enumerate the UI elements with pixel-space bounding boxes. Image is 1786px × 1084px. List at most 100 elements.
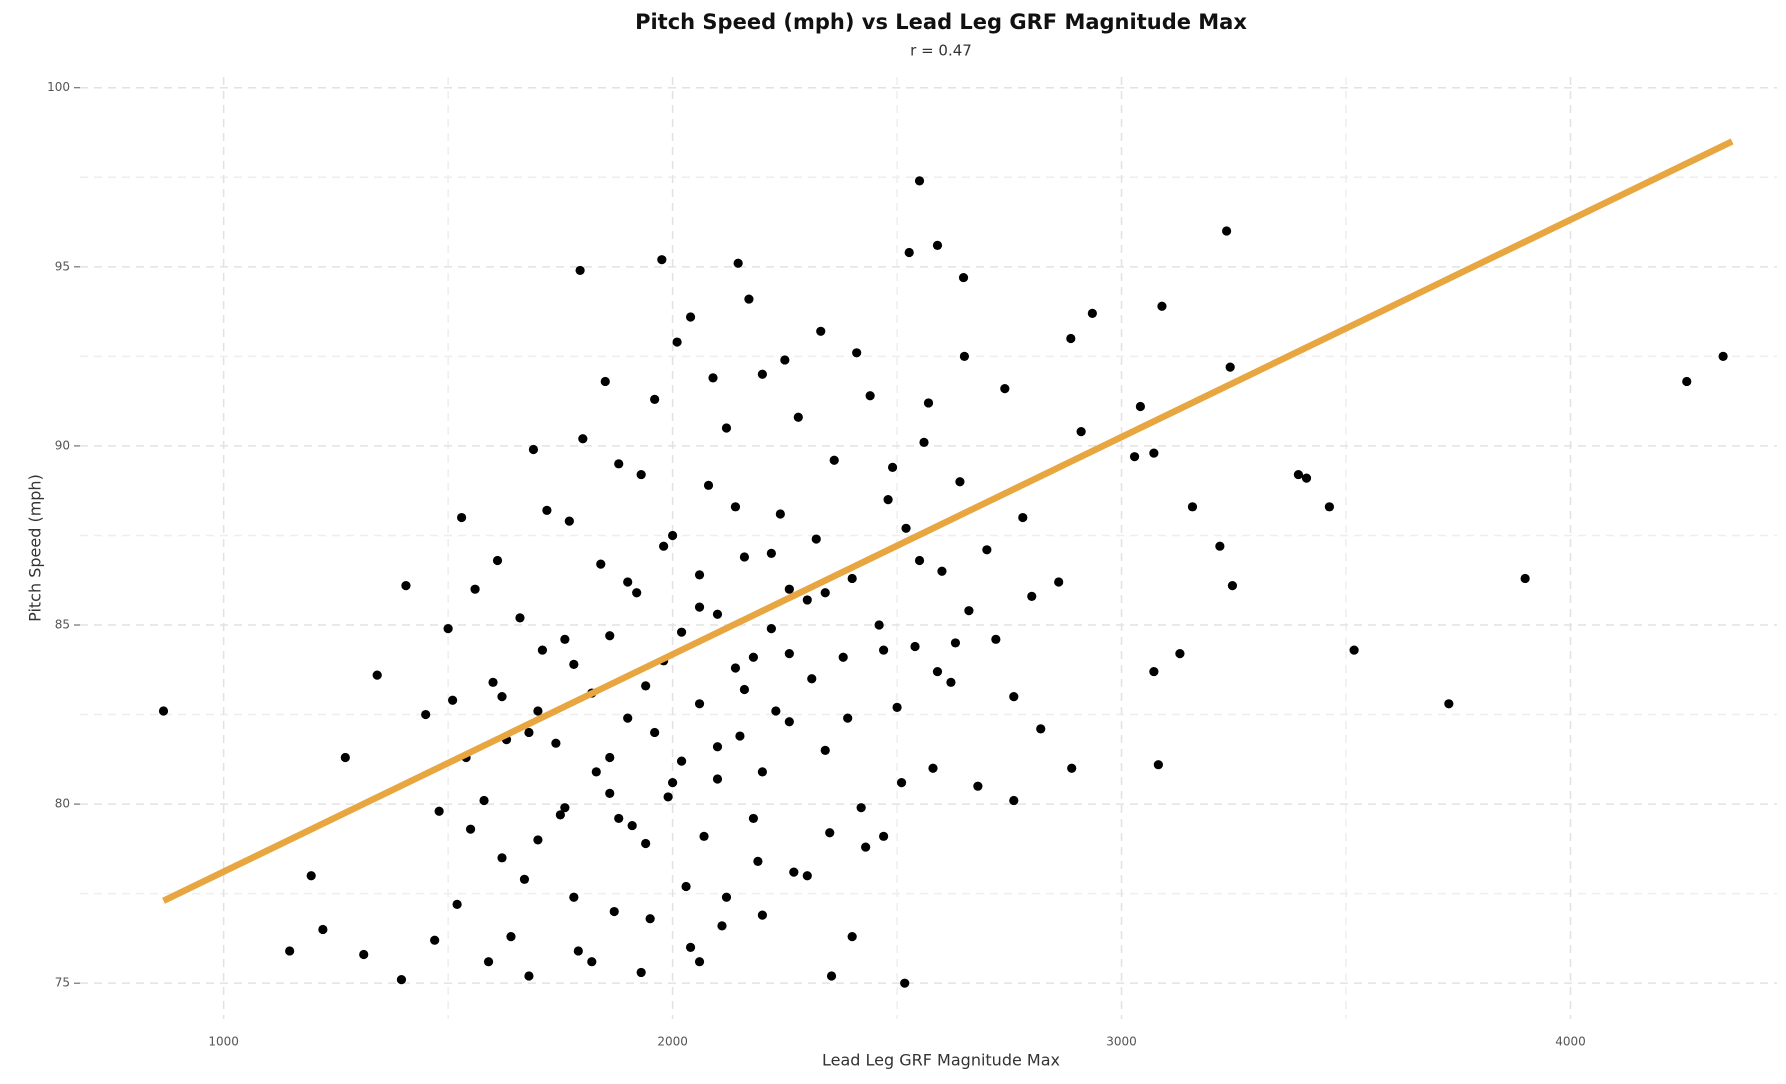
point [443, 623, 453, 634]
point [636, 967, 646, 978]
point [457, 512, 467, 523]
point [1076, 426, 1086, 437]
point [1682, 376, 1692, 387]
point [1520, 573, 1530, 584]
point [919, 437, 929, 447]
point [421, 709, 431, 720]
point [784, 649, 794, 659]
point [1227, 581, 1238, 591]
point [685, 312, 696, 322]
point [739, 552, 750, 562]
y-tick-label: 75 [55, 976, 70, 990]
point [694, 699, 705, 709]
point [1027, 591, 1037, 601]
point [950, 638, 961, 648]
point [569, 659, 579, 670]
x-tick-label: 1000 [208, 1035, 239, 1049]
point [641, 838, 651, 849]
point [659, 541, 669, 551]
point [712, 742, 723, 752]
point [847, 573, 857, 584]
point [757, 369, 767, 379]
point [955, 477, 965, 487]
point [470, 584, 480, 594]
point [1718, 351, 1728, 361]
y-tick-label: 90 [55, 438, 70, 452]
point [829, 455, 839, 465]
point [712, 774, 723, 784]
point [396, 975, 407, 985]
point [766, 548, 776, 558]
point [771, 706, 781, 716]
x-tick-label: 3000 [1106, 1035, 1137, 1049]
point [892, 702, 902, 712]
point [789, 867, 799, 877]
point [1293, 469, 1304, 480]
point [780, 355, 790, 365]
y-tick-label: 100 [47, 80, 70, 94]
point [874, 620, 884, 630]
y-axis-label: Pitch Speed (mph) [26, 474, 45, 622]
point [775, 509, 785, 519]
point [712, 609, 723, 619]
point [883, 495, 893, 505]
point [1175, 649, 1185, 659]
point [318, 924, 328, 935]
point [668, 530, 678, 541]
point [591, 767, 601, 777]
point [721, 423, 732, 433]
point [434, 806, 444, 816]
point [1000, 384, 1010, 394]
point [627, 820, 637, 831]
point [852, 348, 862, 358]
point [1054, 577, 1064, 587]
point [991, 634, 1001, 644]
point [506, 932, 516, 942]
point [847, 932, 857, 942]
y-tick-label: 95 [55, 259, 70, 273]
point [856, 803, 866, 813]
point [306, 871, 316, 881]
point [483, 957, 494, 967]
point [614, 813, 624, 824]
point [904, 247, 914, 258]
point [730, 663, 741, 673]
point [497, 853, 507, 863]
point [524, 727, 534, 738]
point [657, 255, 667, 265]
point [452, 899, 462, 909]
point [605, 788, 615, 798]
point [1324, 502, 1335, 512]
point [735, 731, 745, 741]
point [533, 835, 543, 845]
point [465, 824, 476, 834]
point [757, 910, 767, 920]
point [820, 745, 830, 755]
points [158, 138, 1734, 988]
point [623, 577, 633, 587]
point [542, 505, 552, 515]
point [784, 584, 794, 594]
point [479, 795, 489, 806]
point [843, 713, 853, 723]
point [672, 337, 682, 347]
point [676, 756, 687, 766]
point [825, 828, 835, 838]
point [932, 240, 943, 250]
point [1187, 502, 1198, 512]
x-tick-label: 4000 [1555, 1035, 1586, 1049]
point [694, 570, 705, 580]
point [1225, 362, 1235, 372]
point [811, 534, 821, 544]
point [807, 674, 817, 684]
x-axis-label: Lead Leg GRF Magnitude Max [822, 1051, 1060, 1070]
point [560, 634, 570, 644]
point [901, 523, 911, 533]
point [569, 892, 579, 902]
point [685, 942, 696, 952]
point [1444, 699, 1454, 709]
grid: 1000 2000 3000 4000 75 80 85 90 95 100 [47, 77, 1777, 1049]
point [609, 906, 619, 917]
point [721, 892, 732, 902]
